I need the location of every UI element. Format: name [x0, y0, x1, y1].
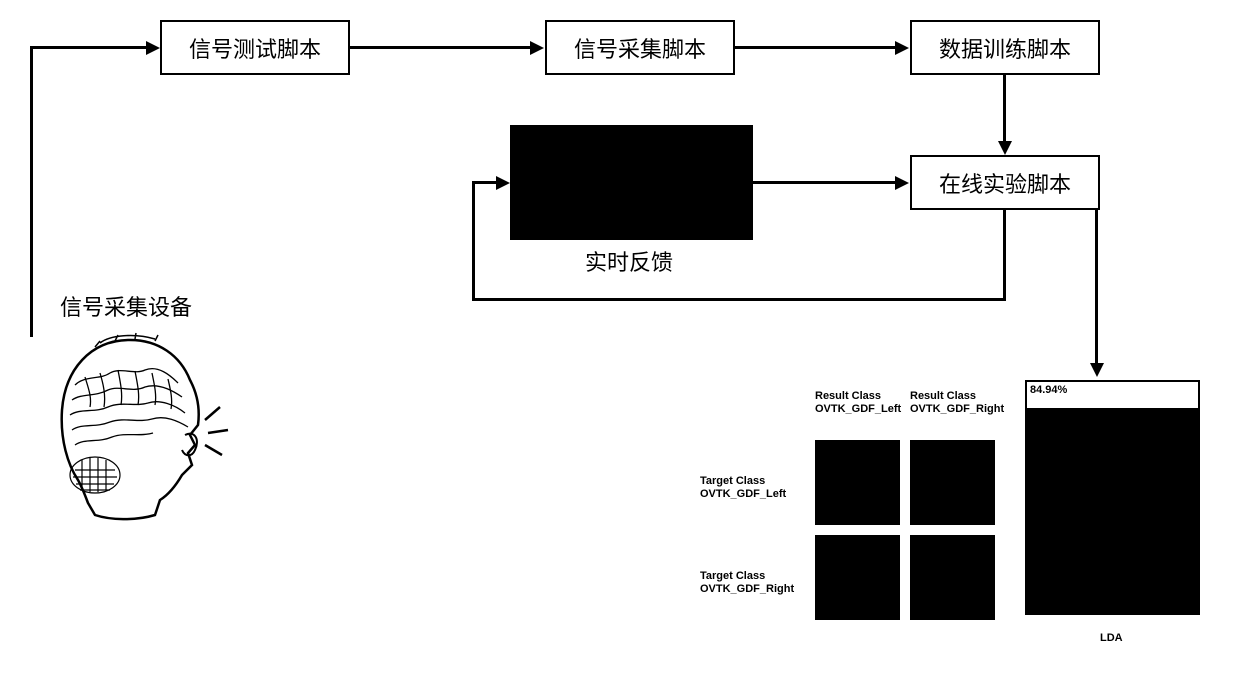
- edge-device-to-n1-h: [30, 46, 150, 49]
- edge-device-to-n1: [30, 47, 33, 337]
- matrix-col1-header: Result Class OVTK_GDF_Left: [815, 390, 905, 416]
- edge-n2-n3-head: [895, 41, 909, 55]
- device-label: 信号采集设备: [60, 290, 192, 322]
- edge-fb-n4-head: [895, 176, 909, 190]
- edge-device-to-n1-head: [146, 41, 160, 55]
- edge-n1-n2: [350, 46, 532, 49]
- edge-n2-n3: [735, 46, 897, 49]
- matrix-col2-header: Result Class OVTK_GDF_Right: [910, 390, 1005, 416]
- matrix-row2-header: Target Class OVTK_GDF_Right: [700, 570, 810, 596]
- edge-n4-fb-v2: [472, 181, 475, 301]
- edge-n1-n2-head: [530, 41, 544, 55]
- edge-n3-n4-head: [998, 141, 1012, 155]
- node-online-exp: 在线实验脚本: [910, 155, 1100, 210]
- edge-n4-fb-head: [496, 176, 510, 190]
- matrix-cell-10: [815, 535, 900, 620]
- node-signal-test: 信号测试脚本: [160, 20, 350, 75]
- matrix-cell-01: [910, 440, 995, 525]
- lda-label: LDA: [1100, 632, 1123, 644]
- lda-percent: 84.94%: [1030, 384, 1067, 396]
- matrix-cell-00: [815, 440, 900, 525]
- node-online-exp-label: 在线实验脚本: [939, 167, 1071, 199]
- node-signal-collect: 信号采集脚本: [545, 20, 735, 75]
- edge-n4-fb-v1: [1003, 210, 1006, 300]
- edge-n4-results-head: [1090, 363, 1104, 377]
- edge-n3-n4: [1003, 75, 1006, 143]
- feedback-display: [510, 125, 753, 240]
- node-signal-test-label: 信号测试脚本: [189, 32, 321, 64]
- matrix-row1-header: Target Class OVTK_GDF_Left: [700, 475, 810, 501]
- edge-n4-results-v: [1095, 210, 1098, 365]
- feedback-label: 实时反馈: [585, 245, 673, 277]
- edge-n4-fb-stub: [472, 181, 498, 184]
- node-data-train: 数据训练脚本: [910, 20, 1100, 75]
- edge-fb-n4: [753, 181, 897, 184]
- node-data-train-label: 数据训练脚本: [939, 32, 1071, 64]
- brain-head-icon: [40, 325, 240, 525]
- lda-fill: [1027, 408, 1198, 613]
- matrix-cell-11: [910, 535, 995, 620]
- node-signal-collect-label: 信号采集脚本: [574, 32, 706, 64]
- edge-n4-fb-h: [472, 298, 1006, 301]
